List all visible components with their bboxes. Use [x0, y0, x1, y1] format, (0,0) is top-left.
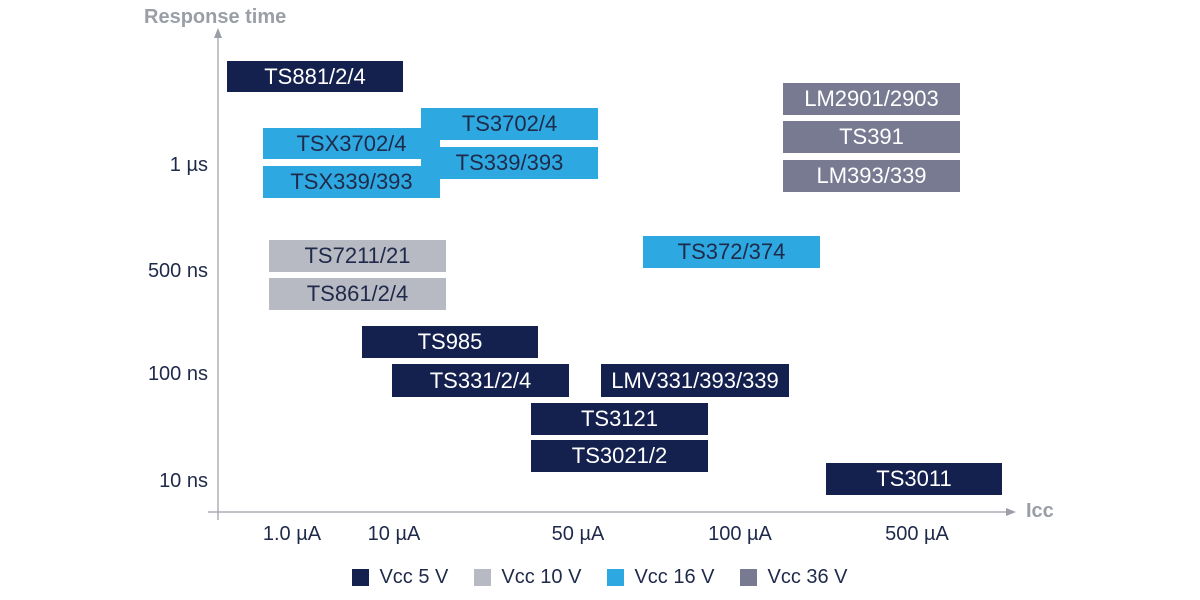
product-box: TS3011	[826, 463, 1002, 495]
product-box: TS3021/2	[531, 440, 708, 472]
product-box: TS331/2/4	[392, 364, 569, 397]
x-axis-arrow-icon	[1006, 508, 1016, 516]
legend-item-vcc10: Vcc 10 V	[474, 566, 581, 589]
product-box: TS985	[362, 326, 538, 358]
legend-item-vcc5: Vcc 5 V	[352, 566, 448, 589]
legend: Vcc 5 V Vcc 10 V Vcc 16 V Vcc 36 V	[0, 566, 1200, 589]
legend-swatch	[474, 569, 492, 586]
x-tick-100ua: 100 µA	[708, 523, 772, 545]
product-box: LM393/339	[783, 160, 960, 192]
y-tick-500ns: 500 ns	[147, 260, 208, 282]
legend-swatch	[607, 569, 625, 586]
product-box: TS3121	[531, 403, 708, 435]
y-tick-1us: 1 µs	[169, 154, 208, 176]
y-tick-10ns: 10 ns	[159, 470, 208, 492]
x-axis-title: Icc	[1026, 500, 1054, 522]
product-box: TS7211/21	[269, 240, 446, 272]
legend-label: Vcc 16 V	[634, 566, 715, 588]
y-axis-title: Response time	[144, 6, 287, 28]
product-box: TS339/393	[421, 147, 598, 179]
y-axis-arrow-icon	[214, 28, 222, 38]
legend-label: Vcc 36 V	[767, 566, 848, 588]
legend-label: Vcc 5 V	[379, 566, 449, 588]
product-box: LM2901/2903	[783, 83, 960, 115]
legend-item-vcc16: Vcc 16 V	[607, 566, 714, 589]
legend-item-vcc36: Vcc 36 V	[740, 566, 848, 589]
x-tick-500ua: 500 µA	[885, 523, 949, 545]
product-box: TS861/2/4	[269, 278, 446, 310]
x-tick-50ua: 50 µA	[551, 523, 605, 545]
legend-swatch	[740, 569, 758, 586]
product-box: TS391	[783, 121, 960, 153]
product-box: LMV331/393/339	[601, 364, 789, 397]
product-box: TSX3702/4	[263, 128, 440, 159]
product-box: TSX339/393	[263, 166, 440, 198]
y-tick-100ns: 100 ns	[147, 363, 208, 385]
legend-swatch	[352, 569, 370, 586]
legend-label: Vcc 10 V	[501, 566, 582, 588]
product-box: TS3702/4	[421, 108, 598, 140]
x-tick-1ua: 1.0 µA	[262, 523, 322, 545]
product-box: TS881/2/4	[227, 61, 403, 92]
product-box: TS372/374	[643, 236, 820, 268]
x-tick-10ua: 10 µA	[367, 523, 421, 545]
